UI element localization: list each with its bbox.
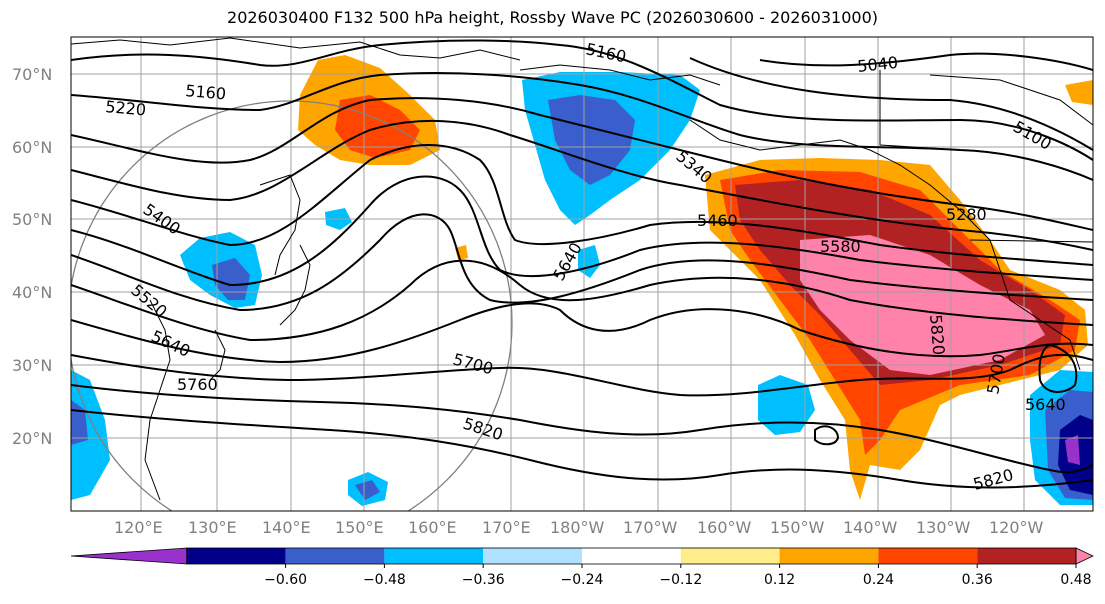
negative-anomaly-small-3-strong — [355, 480, 380, 500]
map-title: 2026030400 F132 500 hPa height, Rossby W… — [227, 8, 878, 27]
contour-label-group: 5160 5220 5160 5040 5100 5340 5460 5280 … — [105, 39, 1066, 494]
colorbar-swatch — [582, 548, 681, 564]
lon-label: 130°W — [916, 518, 971, 537]
contour-5280 — [71, 97, 1093, 231]
colorbar-swatch — [285, 548, 385, 564]
contour-label: 5580 — [820, 237, 861, 256]
lon-label: 130°E — [188, 518, 237, 537]
lon-label: 140°W — [843, 518, 898, 537]
negative-anomaly-southeast-peak — [1065, 435, 1080, 465]
contour-5820 — [71, 409, 1093, 489]
colorbar-swatch — [483, 548, 582, 564]
positive-anomaly-arctic — [1065, 80, 1093, 105]
contour-low-sea — [1038, 343, 1078, 393]
lat-label: 70°N — [12, 65, 52, 84]
contour-5580 — [71, 259, 1093, 342]
contour-5760 — [71, 384, 1093, 474]
colorbar-tick-label: −0.24 — [561, 572, 604, 588]
latitude-labels: 70°N 60°N 50°N 40°N 30°N 20°N — [12, 65, 52, 448]
contour-label: 5220 — [105, 97, 147, 119]
contour-5640 — [71, 302, 1093, 364]
contour-label: 5040 — [856, 53, 898, 76]
colorbar-swatch — [384, 548, 484, 564]
contour-label: 5820 — [926, 314, 948, 356]
colorbar-swatch — [680, 548, 780, 564]
contour-5220 — [71, 72, 1093, 181]
colorbar-swatch — [977, 548, 1076, 564]
contour-5340 — [71, 119, 1093, 251]
longitude-labels: 120°E 130°E 140°E 150°E 160°E 170°E 180°… — [114, 518, 1044, 537]
colorbar-tick-label: 0.12 — [764, 572, 795, 588]
lat-label: 50°N — [12, 210, 52, 229]
contour-label: 5460 — [697, 211, 738, 230]
contour-label: 5280 — [946, 205, 987, 224]
colorbar-swatch — [186, 548, 286, 564]
positive-anomaly-na-core — [800, 235, 1045, 375]
height-contours — [71, 39, 1093, 489]
anomaly-shading — [71, 55, 1093, 506]
coastlines — [71, 37, 1093, 501]
lat-label: 60°N — [12, 138, 52, 157]
lon-label: 120°W — [989, 518, 1044, 537]
contour-5460 — [71, 175, 1093, 287]
contour-5520 — [71, 213, 1093, 312]
lon-label: 160°E — [408, 518, 457, 537]
lon-label: 160°W — [697, 518, 752, 537]
lon-label: 150°E — [335, 518, 384, 537]
contour-5400 — [71, 144, 1093, 266]
lon-label: 140°E — [262, 518, 311, 537]
colorbar-tick-label: 0.24 — [863, 572, 894, 588]
contour-5040 — [759, 52, 1093, 71]
colorbar-swatch — [878, 548, 978, 564]
contour-label: 5760 — [177, 375, 218, 394]
contour-5700 — [71, 353, 1093, 397]
negative-anomaly-japan-strong — [212, 258, 250, 300]
lon-label: 180°W — [550, 518, 605, 537]
lat-label: 20°N — [12, 429, 52, 448]
lat-label: 30°N — [12, 356, 52, 375]
colorbar-extend-right — [1075, 547, 1094, 565]
lon-label: 170°E — [482, 518, 531, 537]
map-frame — [70, 36, 1094, 512]
colorbar-frame — [186, 547, 1077, 565]
colorbar-tick-label: −0.60 — [264, 572, 307, 588]
lon-label: 170°W — [623, 518, 678, 537]
colorbar: −0.60 −0.48 −0.36 −0.24 −0.12 0.12 0.24 0.36 0.4… — [70, 547, 1094, 588]
colorbar-tick-label: −0.48 — [363, 572, 406, 588]
contour-5160 — [71, 39, 1093, 161]
colorbar-tick-label: 0.48 — [1060, 572, 1091, 588]
colorbar-tick-label: −0.12 — [659, 572, 702, 588]
lat-label: 40°N — [12, 283, 52, 302]
region-circle — [71, 100, 513, 511]
colorbar-swatch — [779, 548, 879, 564]
colorbar-tick-label: −0.36 — [462, 572, 505, 588]
negative-anomaly-bering-strong — [548, 95, 635, 185]
lon-label: 150°W — [770, 518, 825, 537]
contour-label: 5160 — [185, 81, 227, 103]
contour-5100 — [689, 57, 1093, 151]
lon-label: 120°E — [114, 518, 163, 537]
colorbar-extend-left — [70, 547, 188, 565]
colorbar-tick-label: 0.36 — [962, 572, 993, 588]
contour-label: 5640 — [1025, 395, 1066, 414]
negative-anomaly-west — [71, 370, 110, 500]
contour-closed-small — [814, 425, 840, 446]
